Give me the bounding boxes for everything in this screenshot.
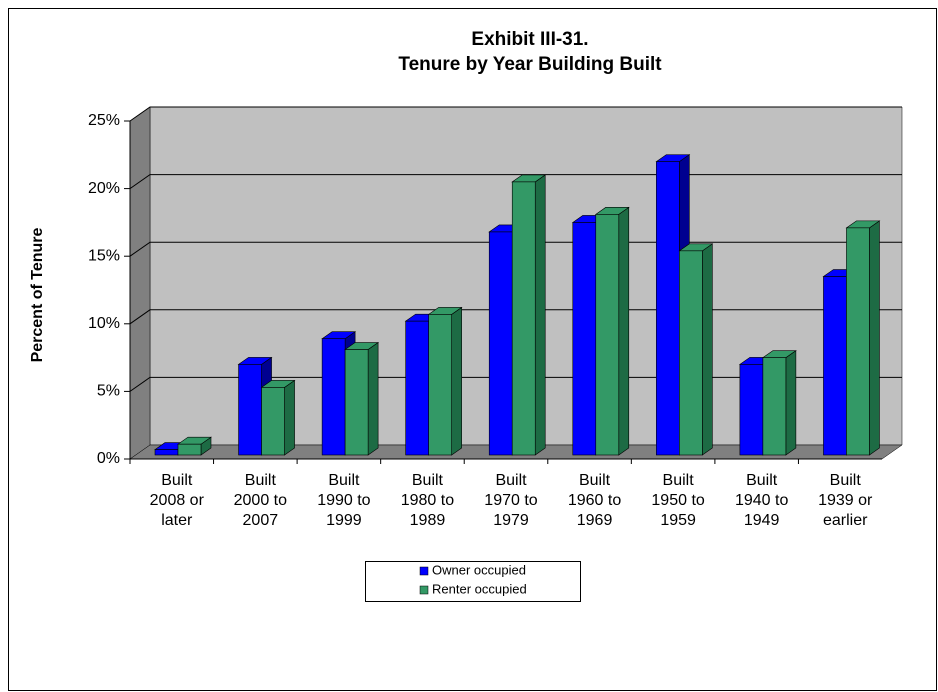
bar [177,443,202,456]
y-tick-label: 15% [88,247,120,264]
bar [488,231,513,456]
bar [823,276,847,456]
x-tick-label: Built 1980 to 1989 [401,472,454,529]
bar [679,250,703,456]
bar [739,364,764,456]
y-tick-label: 10% [88,315,120,332]
bar [846,227,870,456]
bar-side [702,243,713,456]
y-tick-label: 5% [97,383,120,400]
side-wall [129,106,151,460]
x-tick-label: Built 1970 to 1979 [484,472,537,529]
bar-side [618,206,630,456]
x-tick-label: Built 1960 to 1969 [568,472,621,529]
x-tick-label: Built 1939 or earlier [818,472,873,529]
y-tick-label: 25% [88,112,120,129]
legend [365,561,581,602]
bar [511,181,536,456]
bar [154,449,179,456]
bar [405,320,429,456]
grid-line [129,106,902,122]
legend-swatch [419,585,429,595]
bar [261,387,285,456]
y-tick-label: 20% [88,180,120,197]
bar [238,364,262,456]
legend-label: Owner occupied [432,562,526,577]
grid-line [129,174,902,190]
x-tick-label: Built 1940 to 1949 [735,472,788,529]
bar-side [785,350,797,456]
y-axis-label: Percent of Tenure [29,227,46,362]
bar [344,349,369,456]
bar [428,314,452,456]
x-tick-label: Built 1950 to 1959 [651,472,704,529]
bar-side [534,174,546,456]
x-tick-label: Built 2000 to 2007 [234,472,287,529]
legend-swatch [419,566,429,576]
bar-side [284,379,295,456]
bar-side [367,341,379,456]
bar [321,338,346,456]
chart-subtitle: Tenure by Year Building Built [398,54,662,75]
bar-side [869,220,880,456]
grid-line [129,241,902,257]
legend-label: Renter occupied [432,581,527,596]
bar [595,214,620,456]
x-tick-label: Built 1990 to 1999 [317,472,370,529]
bar-side [451,306,462,456]
bar [762,357,787,456]
grid-line [129,309,902,325]
chart-title: Exhibit III-31. [471,29,588,50]
x-tick-label: Built 2008 or later [150,472,205,529]
bar [572,222,597,456]
y-tick-label: 0% [97,450,120,467]
bar [656,161,680,456]
grid-line [129,376,902,392]
